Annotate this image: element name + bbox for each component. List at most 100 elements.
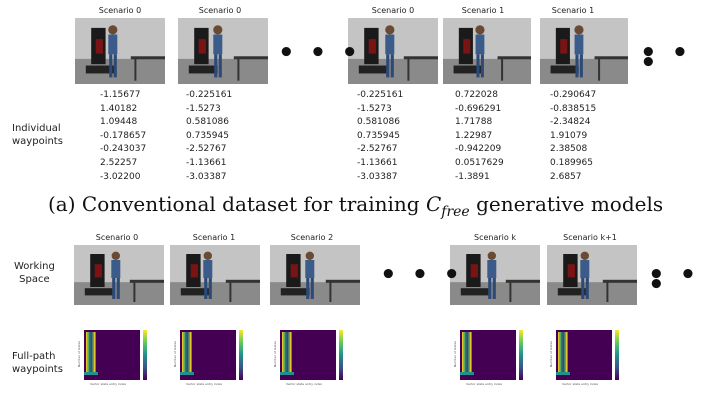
wall bbox=[270, 245, 360, 283]
waypoint-value: 1.22987 bbox=[455, 130, 493, 141]
table-top bbox=[497, 56, 531, 60]
waypoint-value: -2.52767 bbox=[186, 144, 227, 155]
person-head bbox=[213, 25, 223, 35]
working-space-label: Working Space bbox=[14, 261, 55, 285]
person-leg bbox=[109, 54, 113, 78]
waypoint-value: 1.09448 bbox=[100, 117, 138, 128]
heatmap-column bbox=[183, 332, 186, 372]
wall bbox=[540, 18, 628, 59]
robot-arm bbox=[198, 39, 206, 54]
heatmap-plot bbox=[460, 330, 516, 380]
table-top bbox=[225, 279, 260, 283]
heatmap-column bbox=[188, 332, 190, 372]
person-torso bbox=[108, 34, 118, 55]
table-leg bbox=[133, 281, 136, 302]
waypoint-value: -0.838515 bbox=[550, 103, 597, 114]
floor bbox=[170, 282, 260, 305]
heatmap-panel-5: Number of states Vector state entry inde… bbox=[549, 326, 624, 388]
scene-drawing bbox=[450, 245, 540, 305]
bottom-scene-image-5 bbox=[547, 245, 637, 305]
heatmap-column bbox=[564, 332, 566, 372]
heatmap-column bbox=[286, 332, 289, 372]
waypoint-value: 0.735945 bbox=[186, 130, 229, 141]
heatmap-column bbox=[89, 332, 91, 372]
heatmap-panel-2: Number of states Vector state entry inde… bbox=[173, 326, 248, 388]
bottom-scenario-label-4: Scenario k bbox=[474, 233, 516, 242]
robot-base bbox=[85, 65, 115, 74]
heatmap-panel-1: Number of states Vector state entry inde… bbox=[77, 326, 152, 388]
robot-arm bbox=[560, 39, 568, 54]
table-top bbox=[233, 56, 268, 60]
table-leg bbox=[229, 281, 232, 302]
heatmap-plot bbox=[280, 330, 336, 380]
robot-arm bbox=[94, 264, 102, 278]
heatmap-column bbox=[561, 332, 563, 372]
floor bbox=[547, 282, 637, 305]
waypoint-value: 2.38508 bbox=[550, 144, 588, 155]
waypoint-value: -0.696291 bbox=[455, 103, 502, 114]
heatmap-drawing bbox=[556, 330, 612, 380]
person-leg bbox=[579, 54, 583, 78]
waypoint-column-5: -0.290647 -0.838515 -2.34824 1.91079 2.3… bbox=[550, 89, 596, 184]
heatmap-colorbar bbox=[239, 330, 243, 380]
person-head bbox=[487, 251, 496, 260]
person-leg bbox=[218, 54, 222, 78]
waypoint-value: 2.6857 bbox=[550, 171, 582, 182]
person-torso bbox=[475, 34, 485, 55]
scene-drawing bbox=[178, 18, 268, 84]
person-torso bbox=[574, 34, 584, 55]
waypoint-column-2: -0.225161 -1.5273 0.581086 0.735945 -2.5… bbox=[186, 89, 232, 184]
bottom-scene-image-4 bbox=[450, 245, 540, 305]
heatmap-column bbox=[92, 332, 94, 372]
robot-base bbox=[84, 288, 114, 296]
heatmap-xlabel: Vector state entry index bbox=[90, 382, 127, 386]
person-head bbox=[385, 25, 395, 35]
person-leg bbox=[390, 54, 394, 78]
waypoint-value: -3.03387 bbox=[357, 171, 398, 182]
person-torso bbox=[487, 260, 497, 278]
heatmap-column bbox=[470, 332, 472, 372]
table-leg bbox=[509, 281, 512, 302]
person-leg bbox=[116, 278, 120, 299]
waypoint-value: -1.13661 bbox=[357, 157, 398, 168]
scene-drawing bbox=[170, 245, 260, 305]
robot-base bbox=[180, 288, 210, 296]
top-scenario-label-2: Scenario 0 bbox=[198, 6, 242, 15]
heatmap-plot bbox=[180, 330, 236, 380]
person-head bbox=[574, 25, 584, 35]
top-scenario-label-1: Scenario 0 bbox=[98, 6, 142, 15]
table-leg bbox=[598, 57, 601, 81]
table-top bbox=[129, 279, 164, 283]
heatmap-ylabel: Number of states bbox=[77, 340, 82, 368]
heatmap-xlabel: Vector state entry index bbox=[186, 382, 223, 386]
person-leg bbox=[476, 54, 480, 78]
waypoint-column-3: -0.225161 -1.5273 0.581086 0.735945 -2.5… bbox=[357, 89, 403, 184]
person-head bbox=[475, 25, 485, 35]
robot-base bbox=[453, 65, 482, 74]
bottom-scenario-label-3: Scenario 2 bbox=[290, 233, 334, 242]
heatmap-ylabel: Number of states bbox=[173, 340, 178, 368]
waypoint-column-1: -1.15677 1.40182 1.09448 -0.178657 -0.24… bbox=[100, 89, 146, 184]
bottom-scenario-label-2: Scenario 1 bbox=[192, 233, 236, 242]
heatmap-column bbox=[87, 332, 90, 372]
heatmap-column bbox=[463, 332, 466, 372]
heatmap-column bbox=[468, 332, 470, 372]
robot-arm bbox=[95, 39, 103, 54]
robot-arm bbox=[470, 264, 478, 278]
heatmap-xlabel: Vector state entry index bbox=[286, 382, 323, 386]
waypoint-value: -0.225161 bbox=[186, 90, 233, 100]
waypoint-value: 0.735945 bbox=[357, 130, 400, 141]
waypoint-value: -0.290647 bbox=[550, 90, 597, 100]
heatmap-colorbar bbox=[519, 330, 523, 380]
waypoint-value: -0.942209 bbox=[455, 144, 502, 155]
scene-drawing bbox=[270, 245, 360, 305]
person-leg bbox=[112, 278, 116, 299]
top-scene-image-2 bbox=[178, 18, 268, 84]
waypoint-value: 0.581086 bbox=[186, 117, 229, 128]
heatmap-plot bbox=[556, 330, 612, 380]
heatmap-column bbox=[462, 332, 464, 372]
heatmap-column bbox=[283, 332, 286, 372]
table-top bbox=[594, 56, 628, 60]
person-leg bbox=[386, 54, 390, 78]
person-torso bbox=[385, 34, 395, 55]
